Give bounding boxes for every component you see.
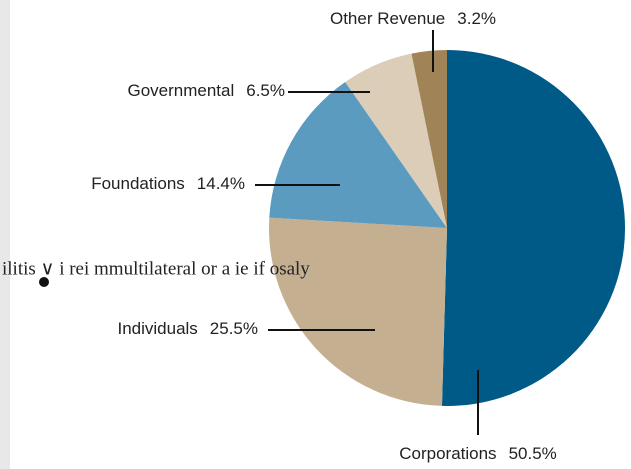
overlay-text: ilitis ∨ i rei mmultilateral or a ie if …	[2, 258, 310, 279]
left-band	[0, 0, 10, 469]
slice-label: Individuals 25.5%	[117, 319, 258, 338]
category-name: Individuals	[117, 319, 197, 338]
dot	[39, 277, 49, 287]
slice-label: Other Revenue 3.2%	[330, 9, 496, 28]
slice	[411, 50, 447, 228]
value-label: 6.5%	[246, 81, 285, 100]
value-label: 14.4%	[197, 174, 245, 193]
slice	[441, 50, 625, 406]
value-label: 50.5%	[509, 444, 557, 463]
category-name: Other Revenue	[330, 9, 445, 28]
slice-label: Corporations 50.5%	[399, 444, 557, 463]
slice-label: Foundations 14.4%	[91, 174, 245, 193]
category-name: Governmental	[127, 81, 234, 100]
pie	[269, 50, 625, 406]
value-label: 3.2%	[457, 9, 496, 28]
category-name: Corporations	[399, 444, 496, 463]
slice	[269, 217, 447, 406]
labels: Corporations 50.5% Individuals 25.5% Foundat…	[91, 9, 557, 463]
category-name: Foundations	[91, 174, 185, 193]
slice	[345, 53, 447, 229]
value-label: 25.5%	[210, 319, 258, 338]
slice	[269, 81, 447, 228]
slice-label: Governmental 6.5%	[127, 81, 285, 100]
